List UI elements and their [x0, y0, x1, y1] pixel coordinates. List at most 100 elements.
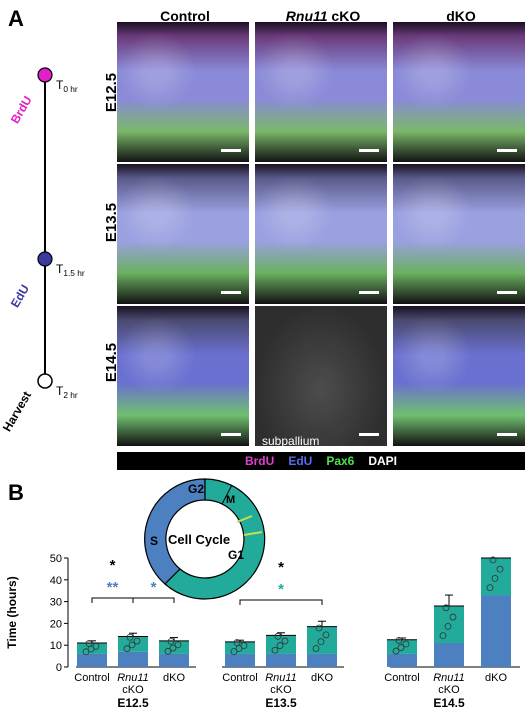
g-phase-arc	[164, 478, 266, 600]
y-tick-label: 20	[50, 618, 62, 630]
micrograph-tile	[255, 164, 387, 304]
bar-other-phases	[159, 640, 189, 654]
x-tick-label: Control	[384, 672, 419, 684]
significance-mark: *	[151, 579, 157, 596]
significance-bracket	[132, 597, 175, 603]
bar-s-phase	[77, 653, 107, 667]
time-main: T	[56, 262, 64, 276]
x-tick-label: Rnu11	[117, 672, 149, 684]
micrograph-tile	[393, 164, 525, 304]
x-tick-label: cKO	[122, 684, 144, 696]
legend-pax6: Pax6	[326, 454, 355, 468]
scale-bar	[221, 433, 241, 436]
bar-other-phases	[434, 605, 464, 644]
x-tick-label: Rnu11	[433, 672, 465, 684]
data-point	[235, 645, 243, 652]
micrograph-tile	[255, 22, 387, 162]
significance-mark: *	[110, 557, 116, 574]
micrograph-tile	[117, 164, 249, 304]
scale-bar	[359, 433, 379, 436]
time-main: T	[56, 384, 64, 398]
g2-divider	[221, 484, 233, 505]
data-point	[164, 647, 172, 655]
x-tick-label: cKO	[438, 684, 460, 696]
y-axis-label: Time (hours)	[5, 576, 19, 648]
bar-s-phase	[481, 595, 511, 667]
bar-other-phases	[266, 635, 296, 654]
data-point	[322, 631, 330, 639]
scale-bar	[359, 149, 379, 152]
data-point	[486, 584, 494, 592]
cell-cycle-diagram	[144, 478, 266, 600]
significance-bracket	[239, 599, 323, 605]
data-point	[276, 642, 284, 649]
bar-s-phase	[225, 653, 255, 667]
subpallium-label: subpallium	[262, 434, 320, 448]
bar-other-phases	[387, 639, 417, 654]
phase-g2: G2	[188, 482, 205, 496]
bar-other-phases	[307, 626, 337, 654]
data-point	[317, 638, 325, 646]
panel-b-letter: B	[8, 480, 24, 505]
x-tick-label: dKO	[163, 672, 185, 684]
column-label: dKO	[446, 8, 476, 24]
column-header-dko: dKO	[394, 8, 528, 24]
data-point	[230, 648, 238, 655]
y-tick-label: 0	[56, 662, 62, 674]
data-point	[397, 644, 405, 651]
data-point	[167, 638, 175, 645]
data-point	[85, 640, 93, 647]
y-tick-label: 40	[50, 575, 62, 587]
micrograph-tile	[117, 22, 249, 162]
data-point	[444, 622, 452, 630]
data-point	[271, 646, 279, 654]
data-point	[123, 645, 131, 653]
x-tick-label: dKO	[311, 672, 333, 684]
edu-point	[37, 251, 53, 267]
y-tick-label: 10	[50, 640, 62, 652]
data-point	[402, 640, 410, 648]
data-point	[92, 642, 100, 650]
y-tick-label: 50	[50, 553, 62, 565]
data-point	[312, 645, 320, 652]
data-point	[240, 642, 248, 649]
time-label-2: T2 hr	[56, 384, 78, 400]
micrograph-tile	[393, 22, 525, 162]
x-tick-label: Control	[222, 672, 257, 684]
micrograph-tile	[117, 306, 249, 446]
y-tick-label: 30	[50, 597, 62, 609]
channel-legend: BrdU EdU Pax6 DAPI	[117, 452, 525, 470]
bar-other-phases	[77, 643, 107, 654]
x-tick-label: dKO	[485, 672, 507, 684]
time-sub: 0 hr	[63, 84, 78, 94]
stage-label: E13.5	[265, 696, 297, 710]
time-sub: 2 hr	[63, 390, 78, 400]
scale-bar	[497, 291, 517, 294]
data-point	[128, 641, 136, 649]
micrograph-tile	[255, 306, 387, 446]
micrograph-tile	[393, 306, 525, 446]
data-point	[489, 556, 497, 564]
x-tick-label: Rnu11	[265, 672, 297, 684]
stage-label: E14.5	[433, 696, 465, 710]
column-label: Control	[160, 8, 210, 24]
significance-mark: *	[278, 581, 284, 598]
scale-bar	[359, 291, 379, 294]
scale-bar	[221, 291, 241, 294]
phase-m: M	[226, 494, 236, 506]
column-label: cKO	[327, 8, 361, 24]
phase-s: S	[150, 534, 159, 548]
bar-s-phase	[387, 653, 417, 667]
time-main: T	[56, 78, 64, 92]
time-label-0: T0 hr	[56, 78, 78, 94]
data-point	[274, 632, 282, 640]
scale-bar	[497, 149, 517, 152]
significance-bracket	[91, 597, 134, 603]
stage-label: E12.5	[117, 696, 149, 710]
data-point	[449, 613, 457, 621]
x-tick-label: Control	[74, 672, 109, 684]
legend-brdu: BrdU	[244, 454, 275, 468]
data-point	[315, 624, 323, 632]
significance-mark: **	[107, 579, 119, 596]
